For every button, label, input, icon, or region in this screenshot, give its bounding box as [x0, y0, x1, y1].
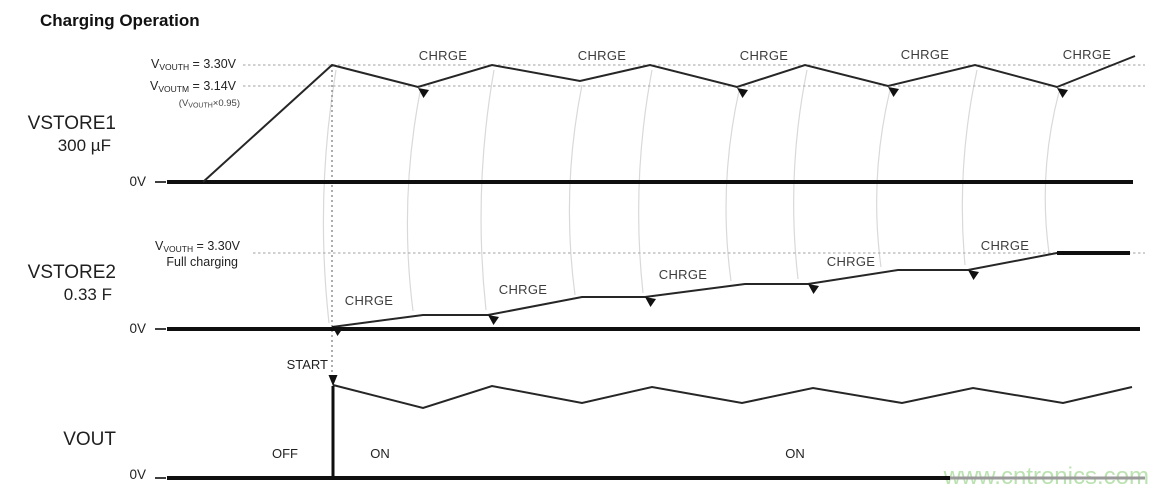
vstore1-zero-label: 0V	[129, 174, 146, 189]
vstore1-chrge-label: CHRGE	[578, 48, 626, 63]
vstore2-chrge-label: CHRGE	[827, 254, 875, 269]
vstore2-charge-arrow	[968, 270, 979, 280]
vstore1-chrge-label: CHRGE	[1063, 47, 1111, 62]
zero-baselines	[155, 180, 1145, 480]
charge-transfer-arc	[961, 69, 978, 266]
charge-transfer-arc	[480, 69, 495, 311]
charge-transfer-arc	[1044, 91, 1060, 254]
vstore1-capacitance-label: 300 µF	[58, 136, 111, 155]
vstore2-chrge-label: CHRGE	[981, 238, 1029, 253]
charge-transfer-arcs	[322, 69, 1060, 324]
vstore2-waveform	[331, 252, 1130, 328]
vout-signal-label: VOUT	[63, 429, 116, 450]
vout-on-state-label: ON	[785, 446, 805, 461]
vstore2-charge-arrow	[645, 297, 656, 307]
vout-on-state-label: ON	[370, 446, 390, 461]
vstore2-chrge-label: CHRGE	[659, 267, 707, 282]
vstore1-chrge-label: CHRGE	[419, 48, 467, 63]
vstore1-chrge-label: CHRGE	[901, 47, 949, 62]
vstore2-charge-arrow	[332, 326, 343, 336]
vstore1-voutm-formula-note: (VVOUTH×0.95)	[179, 98, 240, 110]
start-label: START	[287, 357, 328, 372]
vstore1-discharge-arrow	[888, 87, 899, 97]
start-arrow	[328, 375, 338, 386]
threshold-guides	[243, 64, 1145, 372]
vstore1-chrge-label: CHRGE	[740, 48, 788, 63]
vout-off-state-label: OFF	[272, 446, 298, 461]
vstore2-signal-label: VSTORE2	[28, 262, 116, 283]
vstore2-vouth-threshold-label: VVOUTH = 3.30V	[155, 239, 241, 254]
vstore2-charge-arrow	[808, 284, 819, 294]
vstore1-discharge-arrow	[1057, 88, 1068, 98]
waveforms	[202, 55, 1136, 478]
charge-transfer-arc	[322, 69, 337, 324]
vstore2-charge-arrow	[488, 315, 499, 325]
diagram-title: Charging Operation	[40, 11, 200, 30]
vout-zero-label: 0V	[129, 467, 146, 482]
vstore2-zero-label: 0V	[129, 321, 146, 336]
vstore2-chrge-label: CHRGE	[499, 282, 547, 297]
vstore1-discharge-arrow	[737, 88, 748, 98]
charge-transfer-arc	[876, 89, 891, 268]
charge-transfer-arc	[725, 90, 740, 282]
vstore2-chrge-label: CHRGE	[345, 293, 393, 308]
event-arrows	[328, 87, 1068, 386]
vstore1-vouth-threshold-label: VVOUTH = 3.30V	[151, 57, 237, 72]
vout-waveform	[332, 384, 1133, 410]
vstore1-signal-label: VSTORE1	[28, 113, 116, 134]
charge-transfer-arc	[793, 69, 808, 280]
vstore1-discharge-arrow	[418, 88, 429, 98]
charge-transfer-arc	[406, 91, 421, 312]
vstore2-capacitance-label: 0.33 F	[64, 285, 112, 304]
charge-transfer-arc	[568, 84, 583, 296]
vstore1-waveform	[202, 55, 1136, 183]
chrge-labels: CHRGE CHRGE CHRGE CHRGE CHRGE CHRGE CHRGE CHRGE…	[345, 47, 1111, 308]
vstore1-voutm-threshold-label: VVOUTM = 3.14V	[150, 79, 237, 94]
vstore2-full-charging-label: Full charging	[166, 255, 238, 269]
